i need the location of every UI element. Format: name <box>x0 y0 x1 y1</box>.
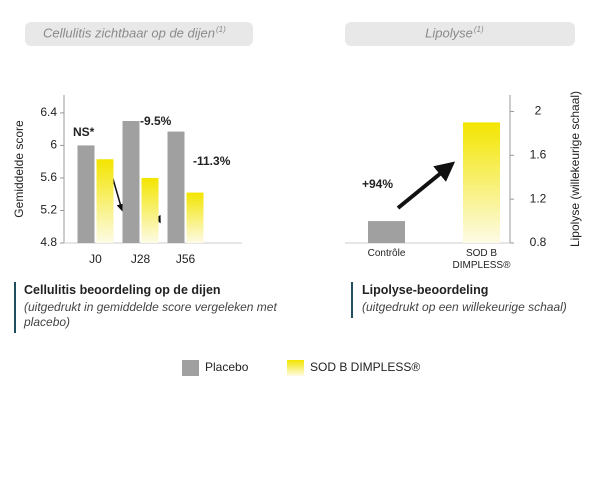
annotation: -9.5% <box>140 114 172 128</box>
caption-title: Cellulitis beoordeling op de dijen <box>24 283 221 297</box>
y-tick-label: 2 <box>535 104 542 118</box>
chart-title: Cellulitis zichtbaar op de dijen <box>43 25 215 40</box>
caption-text: (uitgedrukt op een willekeurige schaal) <box>362 300 567 314</box>
x-tick-label: J0 <box>89 252 102 266</box>
legend-label: SOD B DIMPLESS® <box>310 360 420 374</box>
y-tick-label: 4.8 <box>40 235 57 249</box>
y-tick-label: 1.2 <box>530 191 547 205</box>
arrow <box>396 161 456 210</box>
y-axis-label: Lipolyse (willekeurige schaal) <box>568 91 582 247</box>
bar <box>122 121 140 243</box>
y-tick-label: 0.8 <box>530 235 547 249</box>
annotation: NS* <box>73 125 95 139</box>
annotation: -11.3% <box>193 154 231 168</box>
legend-swatch <box>287 360 304 376</box>
legend-swatch <box>182 360 199 376</box>
y-tick-label: 6 <box>50 138 57 152</box>
bar <box>368 221 405 243</box>
bar <box>186 192 204 243</box>
title-pill <box>25 22 253 46</box>
bar <box>96 159 114 243</box>
y-tick-label: 6.4 <box>40 105 57 119</box>
y-tick-label: 5.6 <box>40 170 57 184</box>
caption: Lipolyse-beoordeling (uitgedrukt op een … <box>362 283 597 315</box>
x-tick-label: J56 <box>176 252 196 266</box>
bar <box>167 131 185 243</box>
legend-label: Placebo <box>205 360 249 374</box>
title-note: (1) <box>216 25 226 34</box>
bar <box>77 145 95 243</box>
bar <box>141 177 159 243</box>
x-tick-label: Contrôle <box>367 248 406 259</box>
caption-text: (uitgedrukt in gemiddelde score vergelek… <box>24 300 277 329</box>
caption: Cellulitis beoordeling op de dijen (uitg… <box>24 283 309 330</box>
title-pill <box>345 22 575 46</box>
y-axis-label: Gemiddelde score <box>12 120 26 218</box>
title-note: (1) <box>474 25 484 34</box>
x-tick-label: J28 <box>131 252 151 266</box>
annotation: +94% <box>362 177 393 191</box>
bar <box>463 122 500 243</box>
x-tick-label: SOD B DIMPLESS® <box>452 248 511 271</box>
chart-title: Lipolyse <box>425 25 473 40</box>
caption-title: Lipolyse-beoordeling <box>362 283 489 297</box>
y-tick-label: 1.6 <box>530 147 547 161</box>
y-tick-label: 5.2 <box>40 203 57 217</box>
